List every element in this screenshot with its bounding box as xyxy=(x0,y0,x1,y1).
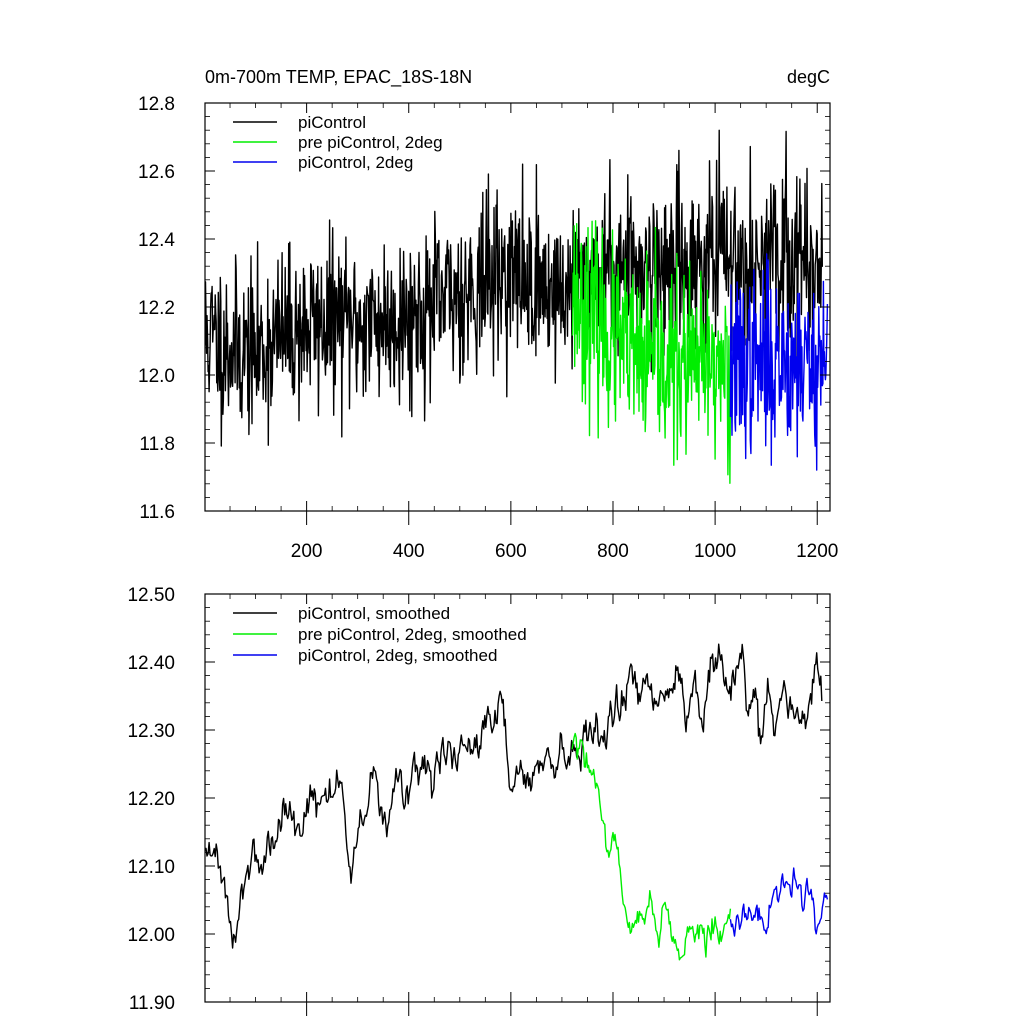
y-tick-label: 11.90 xyxy=(129,993,175,1014)
x-tick-label: 800 xyxy=(597,541,629,562)
legend-label: piControl xyxy=(298,113,366,132)
series-line-1-2 xyxy=(729,867,829,937)
x-tick-label: 1000 xyxy=(694,541,736,562)
legend-label: pre piControl, 2deg, smoothed xyxy=(298,625,527,644)
series-line-1-0 xyxy=(205,643,823,949)
y-tick-label: 11.8 xyxy=(139,434,175,455)
x-tick-label: 400 xyxy=(393,541,425,562)
legend-label: pre piControl, 2deg xyxy=(298,133,443,152)
top-panel-units: degC xyxy=(787,67,830,87)
y-tick-label: 12.4 xyxy=(138,230,175,251)
y-tick-label: 12.50 xyxy=(127,585,175,606)
bottom-series-group xyxy=(205,643,829,961)
y-tick-label: 12.6 xyxy=(138,162,175,183)
y-tick-label: 12.40 xyxy=(127,653,175,674)
series-line-0-2 xyxy=(729,253,829,471)
series-line-0-0 xyxy=(205,129,823,447)
legend-label: piControl, smoothed xyxy=(298,604,450,623)
top-plot-frame xyxy=(204,102,831,512)
y-tick-label: 12.2 xyxy=(138,298,175,319)
y-tick-label: 12.0 xyxy=(138,366,175,387)
series-line-1-1 xyxy=(571,732,732,961)
top-series-group xyxy=(205,129,829,484)
y-tick-label: 12.8 xyxy=(138,94,175,115)
y-tick-label: 12.30 xyxy=(127,721,175,742)
series-line-0-1 xyxy=(571,220,732,484)
bottom-legend: piControl, smoothed pre piControl, 2deg, … xyxy=(233,604,527,665)
x-tick-label: 600 xyxy=(495,541,527,562)
y-tick-label: 12.00 xyxy=(127,925,175,946)
top-tick-group: 200 400 600 800 1000 1200 11.6 11.8 12.0 12.2 12.4… xyxy=(138,94,838,562)
bottom-plot-frame xyxy=(204,593,831,1003)
y-tick-label: 12.10 xyxy=(127,857,175,878)
y-tick-label: 12.20 xyxy=(127,789,175,810)
x-tick-label: 200 xyxy=(291,541,323,562)
legend-label: piControl, 2deg, smoothed xyxy=(298,646,497,665)
legend-label: piControl, 2deg xyxy=(298,153,413,172)
top-panel: 0m-700m TEMP, EPAC_18S-18N degC 200 400 60… xyxy=(138,67,838,562)
bottom-tick-group: 11.90 12.00 12.10 12.20 12.30 12.40 12.50 xyxy=(127,585,830,1016)
x-tick-label: 1200 xyxy=(796,541,838,562)
bottom-panel: 11.90 12.00 12.10 12.20 12.30 12.40 12.50 piCo… xyxy=(127,585,831,1016)
y-tick-label: 11.6 xyxy=(139,502,175,523)
top-panel-title: 0m-700m TEMP, EPAC_18S-18N xyxy=(205,67,472,88)
